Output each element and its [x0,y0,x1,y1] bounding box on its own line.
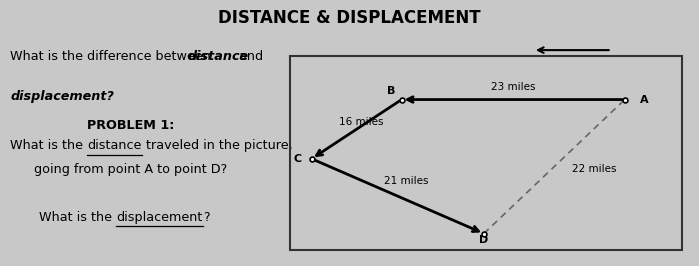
Text: going from point A to point D?: going from point A to point D? [34,163,228,176]
Text: D: D [480,235,489,245]
Text: traveled in the picture,: traveled in the picture, [142,139,293,152]
Text: displacement?: displacement? [10,90,115,103]
Text: A: A [640,94,649,105]
Text: B: B [387,86,396,96]
Text: distance: distance [87,139,142,152]
Text: What is the: What is the [39,211,116,224]
Text: ?: ? [203,211,209,224]
Text: 22 miles: 22 miles [572,164,617,174]
Text: What is the difference between: What is the difference between [10,50,215,63]
Text: displacement: displacement [116,211,203,224]
Text: What is the: What is the [10,139,87,152]
Text: 23 miles: 23 miles [491,82,535,92]
Text: PROBLEM 1:: PROBLEM 1: [87,119,175,132]
Text: distance: distance [187,50,249,63]
Text: DISTANCE & DISPLACEMENT: DISTANCE & DISPLACEMENT [218,9,481,27]
Text: 16 miles: 16 miles [339,117,384,127]
Text: 21 miles: 21 miles [384,176,428,186]
Text: and: and [235,50,263,63]
Text: C: C [294,154,302,164]
